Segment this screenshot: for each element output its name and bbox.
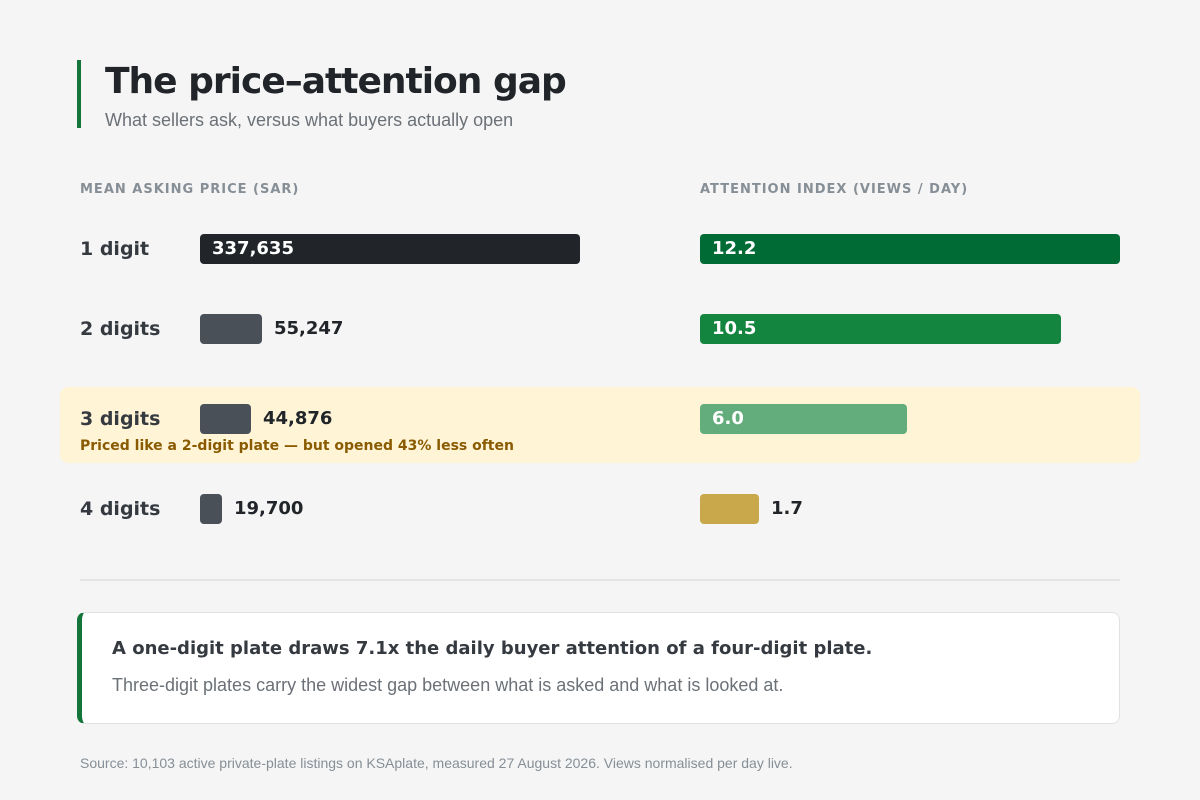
callout-headline: A one-digit plate draws 7.1x the daily b… <box>112 638 873 659</box>
row-label: 4 digits <box>80 498 161 520</box>
attention-value-label: 12.2 <box>712 238 757 259</box>
row-label: 3 digits <box>80 408 161 430</box>
price-bar <box>200 404 251 434</box>
chart-subtitle: What sellers ask, versus what buyers act… <box>105 110 514 130</box>
divider <box>80 579 1120 581</box>
price-bar <box>200 494 222 524</box>
row-label: 1 digit <box>80 238 150 260</box>
attention-bar <box>700 314 1061 344</box>
price-bar <box>200 314 262 344</box>
attention-value-label: 1.7 <box>771 498 803 519</box>
price-value-label: 55,247 <box>274 318 344 339</box>
attention-column-heading: ATTENTION INDEX (VIEWS / DAY) <box>700 182 969 197</box>
price-value-label: 19,700 <box>234 498 304 519</box>
price-value-label: 337,635 <box>212 238 294 259</box>
price-value-label: 44,876 <box>263 408 333 429</box>
price-column-heading: MEAN ASKING PRICE (SAR) <box>80 182 300 197</box>
chart-title: The price–attention gap <box>105 61 567 102</box>
row-label: 2 digits <box>80 318 161 340</box>
insight-callout: A one-digit plate draws 7.1x the daily b… <box>77 612 1120 724</box>
attention-value-label: 10.5 <box>712 318 757 339</box>
attention-bar <box>700 234 1120 264</box>
attention-bar <box>700 494 759 524</box>
attention-value-label: 6.0 <box>712 408 744 429</box>
callout-body: Three-digit plates carry the widest gap … <box>112 675 784 695</box>
title-block: The price–attention gap What sellers ask… <box>77 60 567 130</box>
attention-bar <box>700 404 907 434</box>
source-note: Source: 10,103 active private-plate list… <box>80 755 793 771</box>
annotation-note: Priced like a 2-digit plate — but opened… <box>80 438 514 454</box>
price-bar <box>200 234 580 264</box>
